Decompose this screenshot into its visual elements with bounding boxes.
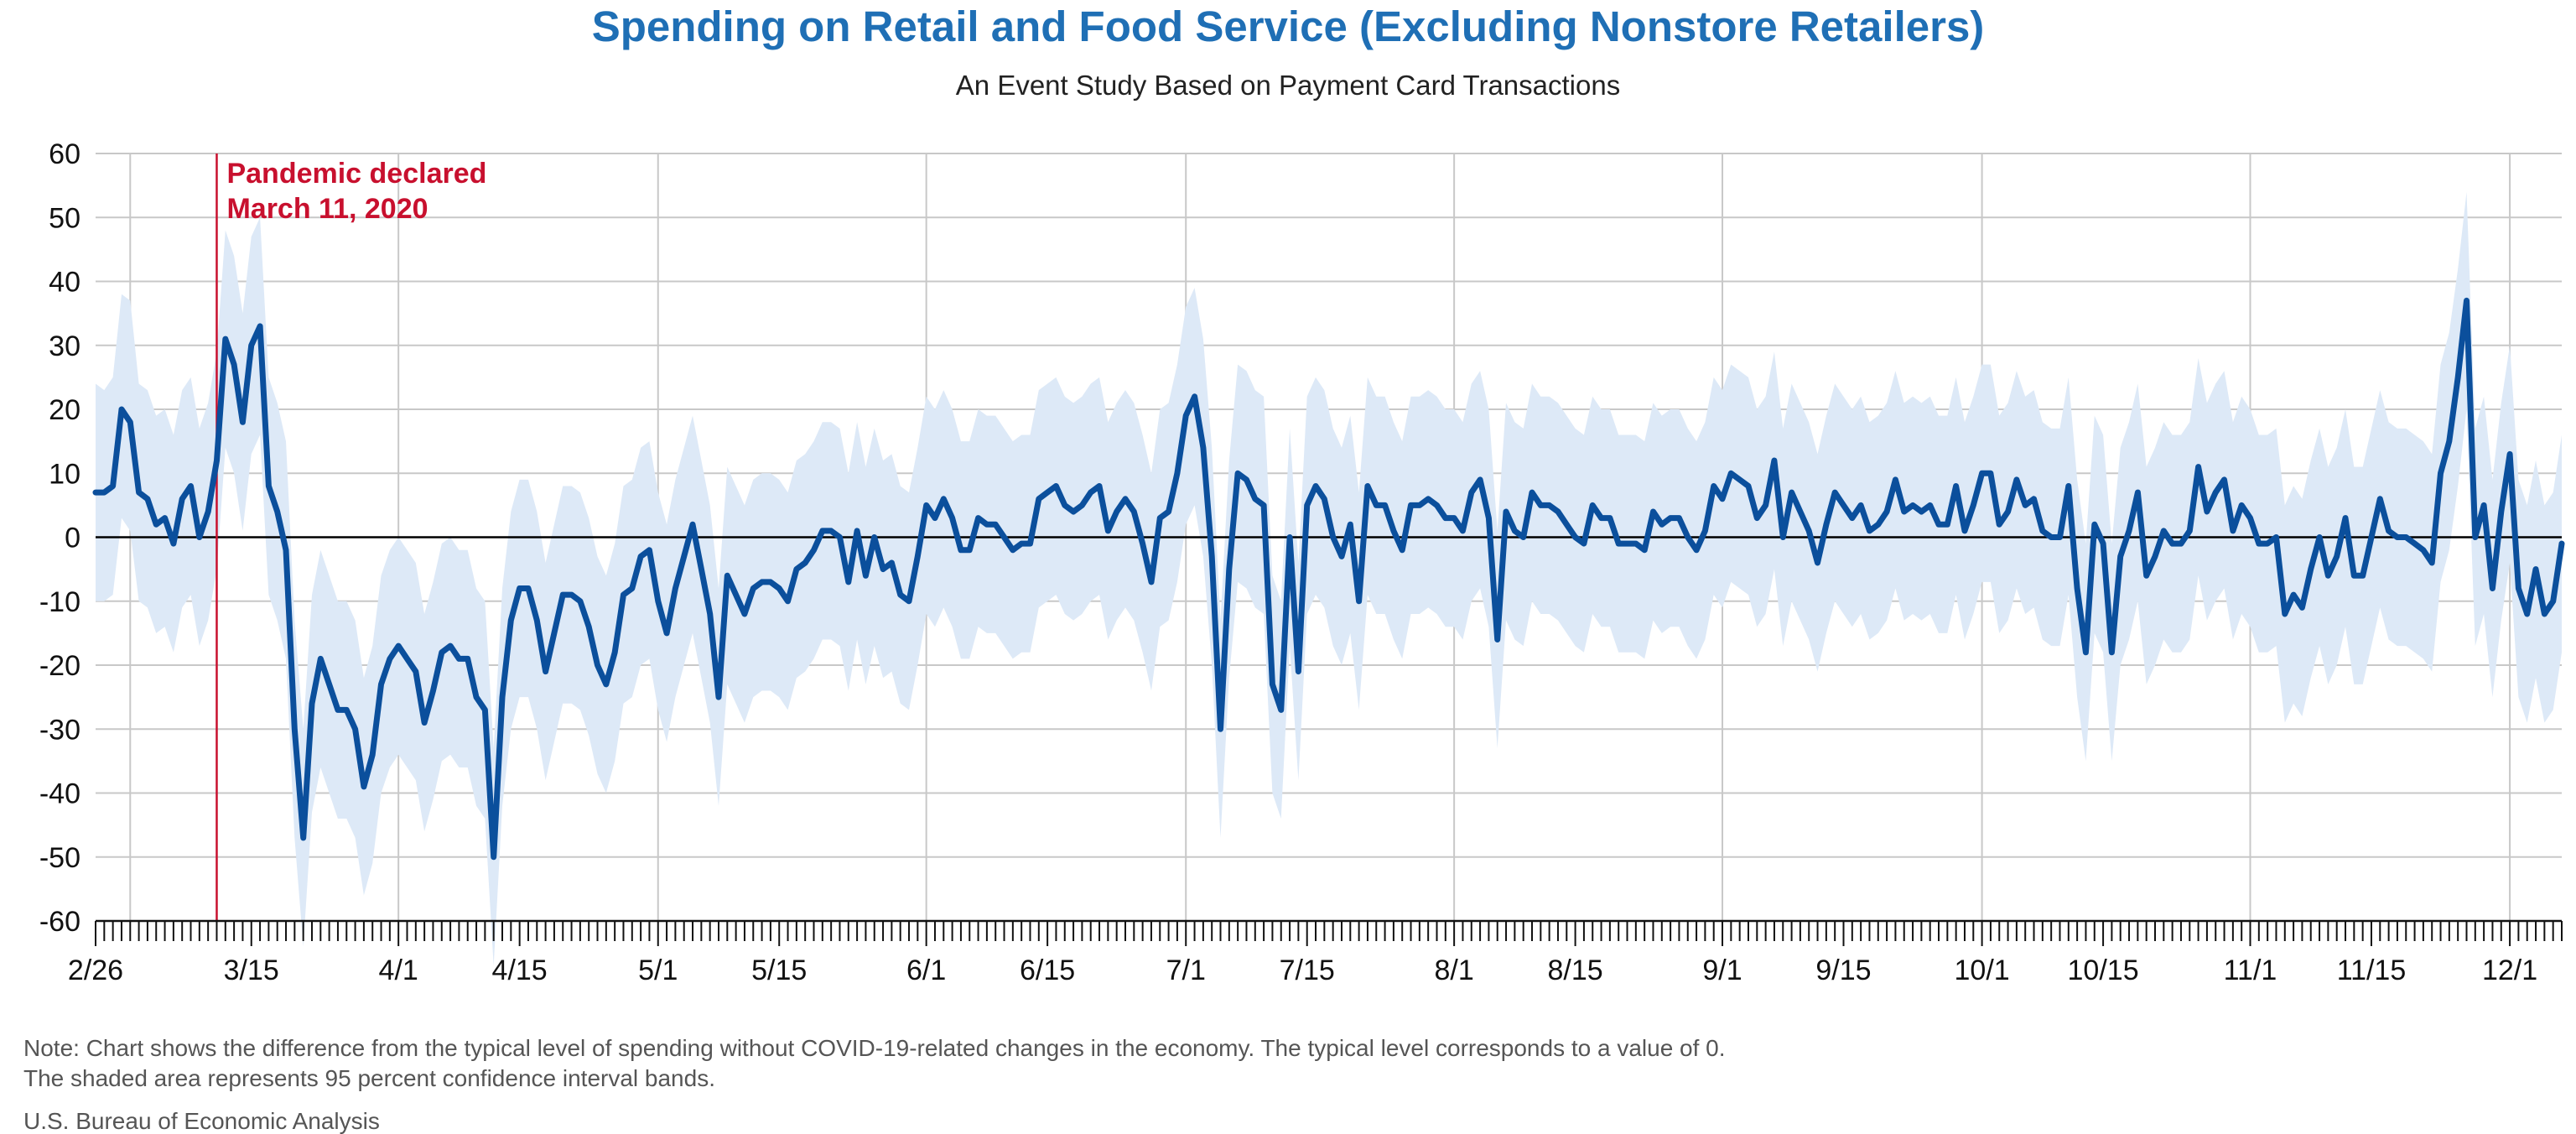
x-tick-label: 5/1 (638, 955, 678, 986)
y-tick-label: -10 (39, 586, 80, 618)
y-tick-label: 60 (49, 138, 80, 170)
y-tick-label: -50 (39, 842, 80, 874)
note-line2: The shaded area represents 95 percent co… (23, 1065, 715, 1091)
axes: 60 50 40 30 20 10 0 -10 -20 -30 -40 -50 -60 2/26 3/15 4… (39, 138, 2563, 986)
chart-title: Spending on Retail and Food Service (Exc… (591, 3, 1985, 50)
y-tick-label: -40 (39, 778, 80, 810)
x-tick-label: 11/15 (2337, 955, 2407, 986)
x-tick-label: 11/1 (2224, 955, 2277, 986)
x-tick-label: 9/15 (1815, 955, 1871, 986)
y-tick-label: 50 (49, 202, 80, 234)
y-tick-label: 30 (49, 330, 80, 362)
x-tick-label: 10/15 (2068, 955, 2139, 986)
annotation-layer: Pandemic declared March 11, 2020 (216, 153, 486, 921)
confidence-band (96, 191, 2562, 966)
x-tick-label: 5/15 (751, 955, 807, 986)
series-line (92, 297, 2565, 861)
x-tick-label: 6/1 (906, 955, 946, 986)
y-tick-label: 10 (49, 458, 80, 490)
x-tick-label: 8/15 (1548, 955, 1603, 986)
x-tick-label: 3/15 (224, 955, 279, 986)
y-tick-label: 40 (49, 267, 80, 299)
x-tick-label: 2/26 (68, 955, 123, 986)
chart-subtitle: An Event Study Based on Payment Card Tra… (955, 70, 1621, 101)
annotation-line1: Pandemic declared (226, 158, 486, 190)
x-tick-label: 4/15 (492, 955, 548, 986)
note-line1: Note: Chart shows the difference from th… (23, 1035, 1726, 1061)
y-tick-label: -30 (39, 714, 80, 746)
annotation-line2: March 11, 2020 (226, 193, 428, 225)
x-tick-label: 8/1 (1434, 955, 1473, 986)
y-tick-label: 0 (65, 523, 80, 554)
x-tick-label: 10/1 (1955, 955, 2010, 986)
x-tick-label: 6/15 (1020, 955, 1075, 986)
y-tick-label: 20 (49, 394, 80, 426)
confidence-band-layer (96, 191, 2562, 966)
x-tick-label: 9/1 (1702, 955, 1742, 986)
source-credit: U.S. Bureau of Economic Analysis (23, 1108, 380, 1134)
x-tick-label: 4/1 (379, 955, 418, 986)
x-tick-label: 7/1 (1166, 955, 1206, 986)
y-tick-label: -60 (39, 906, 80, 938)
y-tick-label: -20 (39, 650, 80, 682)
x-tick-label: 12/1 (2482, 955, 2537, 986)
series-line-layer (92, 297, 2565, 861)
x-tick-label: 7/15 (1280, 955, 1335, 986)
